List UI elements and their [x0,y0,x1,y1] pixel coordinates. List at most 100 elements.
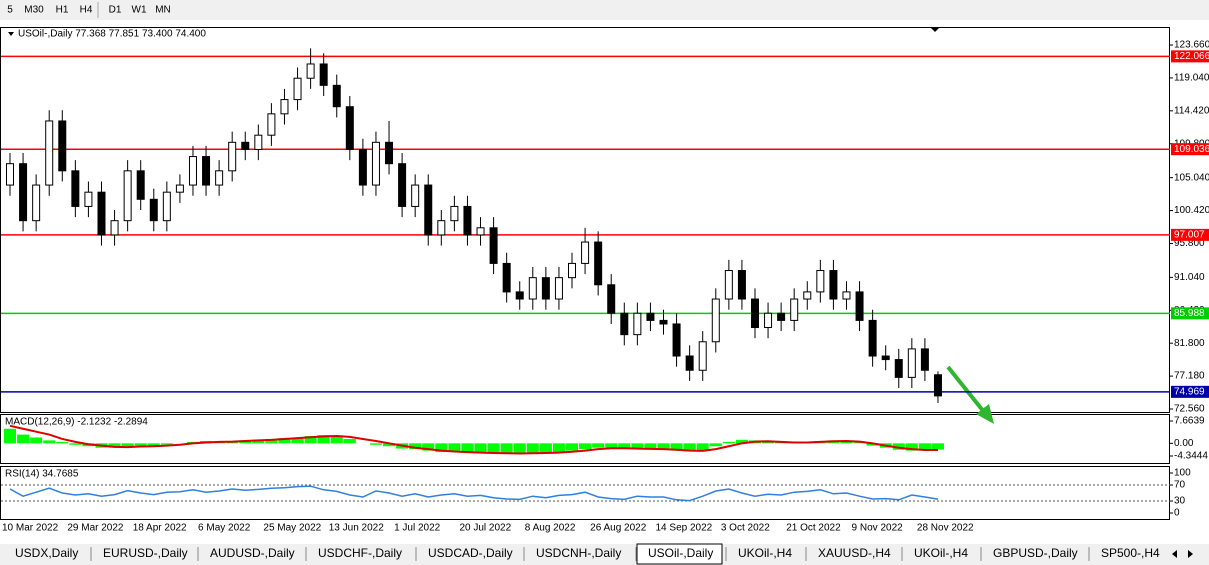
candle-body [358,148,367,186]
tab[interactable]: SP500-,H4 [1101,546,1160,560]
price-label-box [1171,307,1209,320]
candle-body [32,184,41,222]
x-tick-label: 21 Oct 2022 [786,523,841,534]
timeframe-button[interactable]: MN [155,5,171,16]
tab[interactable]: UKOil-,H4 [914,546,968,560]
candle-body [149,198,158,222]
active-tab [636,543,723,565]
x-tick-label: 3 Oct 2022 [721,523,770,534]
candle-body [371,141,380,186]
macd-bar [17,434,30,444]
candle-body [541,277,550,300]
candle-body [659,319,668,325]
macd-bar [566,443,579,451]
macd-bar [539,443,552,453]
candle-body [515,291,524,300]
candle-body [698,341,707,371]
candle-body [881,355,890,361]
tab[interactable]: USOil-,Daily [648,546,713,560]
candle-body [894,359,903,378]
candle-body [607,284,616,314]
candle-body [202,156,211,186]
timeframe-button[interactable]: H1 [56,5,69,16]
macd-bar [735,439,748,444]
x-tick-label: 13 Jun 2022 [329,523,384,534]
y-tick-label: 72.560 [1174,404,1205,415]
macd-bar [552,443,565,453]
price-label-box [1171,385,1209,398]
candle-body [920,348,929,371]
candle-body [215,170,224,186]
candle-body [476,227,485,236]
macd-bar [592,443,605,448]
macd-bar [775,442,788,444]
tab[interactable]: GBPUSD-,Daily [993,546,1078,560]
x-tick-label: 26 Aug 2022 [590,523,647,534]
y-tick-label: 0 [1174,508,1180,519]
candle-body [424,184,433,236]
macd-bar [931,443,944,450]
candle-body [646,312,655,321]
candle-body [842,291,851,300]
candle-body [345,106,354,150]
candle-body [790,298,799,321]
tab[interactable]: XAUUSD-,H4 [818,546,891,560]
chart-window [0,21,1209,544]
candle-body [581,241,590,264]
annotation-arrowhead [976,404,994,424]
scroll-left[interactable] [1172,550,1177,558]
timeframe-button[interactable]: D1 [109,5,122,16]
candle-body [306,63,315,79]
macd-bar [722,441,735,444]
candle-body [398,163,407,207]
tab-bar [0,544,1209,565]
macd-bar [853,442,866,444]
candle-body [136,170,145,200]
timeframe-button[interactable]: M30 [24,5,44,16]
timeframe-button[interactable]: H4 [80,5,93,16]
candle-body [123,170,132,222]
y-tick-label: 70 [1174,480,1186,491]
candle-body [162,191,171,222]
tab[interactable]: USDCNH-,Daily [536,546,621,560]
y-tick-label: -4.3444 [1174,451,1208,462]
tab[interactable]: USDX,Daily [15,546,78,560]
macd-bar [160,443,173,445]
macd-bar [69,443,82,445]
price-label: 122.066 [1174,51,1209,62]
x-tick-label: 14 Sep 2022 [656,523,713,534]
x-tick-label: 8 Aug 2022 [525,523,576,534]
scroll-right[interactable] [1188,550,1193,558]
timeframe-button[interactable]: 5 [7,5,13,16]
macd-bar [330,436,343,444]
candle-body [594,241,603,286]
candle-body [45,120,54,186]
tab[interactable]: AUDUSD-,Daily [210,546,295,560]
y-tick-label: 7.6639 [1174,416,1205,427]
tab[interactable]: USDCHF-,Daily [318,546,402,560]
price-label-box [1171,228,1209,241]
tab[interactable]: UKOil-,H4 [738,546,792,560]
price-label: 74.969 [1174,386,1205,397]
tab[interactable]: EURUSD-,Daily [103,546,188,560]
main-panel [0,27,1170,413]
tab[interactable]: USDCAD-,Daily [428,546,513,560]
macd-bar [500,443,513,454]
candle-body [489,227,498,264]
macd-bar [918,443,931,451]
macd-bar [905,443,918,451]
timeframe-button[interactable]: W1 [132,5,147,16]
candle-body [71,170,80,207]
candle-body [750,298,759,329]
macd-bar [474,443,487,453]
candle-body [568,262,577,279]
x-tick-label: 20 Jul 2022 [459,523,511,534]
x-tick-label: 1 Jul 2022 [394,523,441,534]
macd-bar [526,443,539,453]
title-marker [8,32,14,36]
price-label-box [1171,50,1209,63]
macd-bar [683,443,696,452]
candle-body [803,291,812,300]
candle-body [58,120,67,172]
